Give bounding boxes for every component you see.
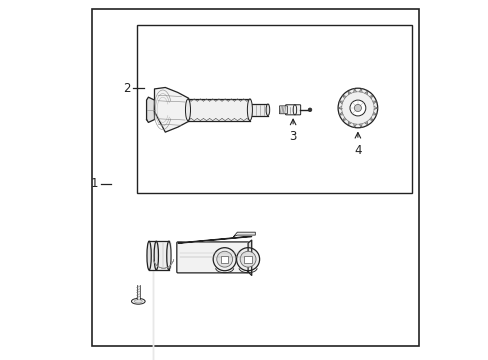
Circle shape <box>216 251 232 267</box>
Ellipse shape <box>154 241 158 270</box>
Polygon shape <box>149 241 168 270</box>
Circle shape <box>349 100 365 116</box>
Circle shape <box>240 251 256 267</box>
Bar <box>244 256 251 263</box>
FancyBboxPatch shape <box>177 242 249 273</box>
Ellipse shape <box>146 241 151 270</box>
Circle shape <box>307 108 311 112</box>
Polygon shape <box>233 232 255 237</box>
Ellipse shape <box>134 300 142 303</box>
Ellipse shape <box>185 99 190 121</box>
Polygon shape <box>178 237 251 243</box>
Bar <box>136 25 411 193</box>
Ellipse shape <box>131 298 145 304</box>
Bar <box>187 99 249 121</box>
Circle shape <box>337 88 377 128</box>
Circle shape <box>236 248 259 271</box>
Text: 2: 2 <box>122 82 130 95</box>
Polygon shape <box>146 97 154 122</box>
Ellipse shape <box>265 104 269 116</box>
FancyBboxPatch shape <box>279 106 287 114</box>
Text: 3: 3 <box>289 130 296 143</box>
Bar <box>221 256 228 263</box>
Bar <box>136 285 140 299</box>
Ellipse shape <box>247 99 252 121</box>
FancyBboxPatch shape <box>285 105 300 115</box>
Text: 4: 4 <box>353 144 361 157</box>
Polygon shape <box>247 240 251 275</box>
Circle shape <box>213 248 236 271</box>
Text: 1: 1 <box>90 177 98 190</box>
Polygon shape <box>154 87 188 132</box>
Circle shape <box>354 104 361 112</box>
Bar <box>249 104 267 116</box>
Ellipse shape <box>166 241 171 270</box>
